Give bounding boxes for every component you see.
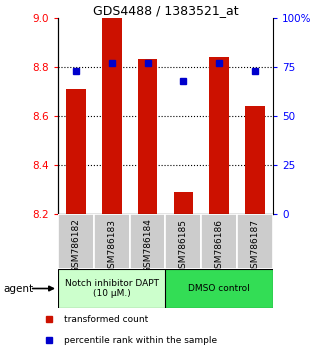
Text: GSM786185: GSM786185 bbox=[179, 218, 188, 274]
Text: GSM786184: GSM786184 bbox=[143, 218, 152, 273]
Bar bbox=[166, 269, 273, 308]
Text: agent: agent bbox=[3, 284, 33, 293]
Text: GSM786183: GSM786183 bbox=[107, 218, 116, 274]
Text: GSM786187: GSM786187 bbox=[251, 218, 260, 274]
Bar bbox=[237, 214, 273, 269]
Bar bbox=[201, 214, 237, 269]
Bar bbox=[66, 89, 86, 214]
Text: percentile rank within the sample: percentile rank within the sample bbox=[64, 336, 217, 345]
Text: transformed count: transformed count bbox=[64, 315, 148, 324]
Bar bbox=[138, 59, 158, 214]
Text: Notch inhibitor DAPT
(10 μM.): Notch inhibitor DAPT (10 μM.) bbox=[65, 279, 159, 298]
Bar bbox=[102, 18, 121, 214]
Bar bbox=[245, 106, 265, 214]
Bar bbox=[58, 269, 166, 308]
Bar bbox=[166, 214, 201, 269]
Bar bbox=[173, 192, 193, 214]
Title: GDS4488 / 1383521_at: GDS4488 / 1383521_at bbox=[93, 4, 238, 17]
Text: DMSO control: DMSO control bbox=[188, 284, 250, 293]
Text: GSM786186: GSM786186 bbox=[215, 218, 224, 274]
Text: GSM786182: GSM786182 bbox=[71, 218, 80, 273]
Bar bbox=[130, 214, 166, 269]
Bar bbox=[210, 57, 229, 214]
Bar bbox=[58, 214, 94, 269]
Bar bbox=[94, 214, 130, 269]
